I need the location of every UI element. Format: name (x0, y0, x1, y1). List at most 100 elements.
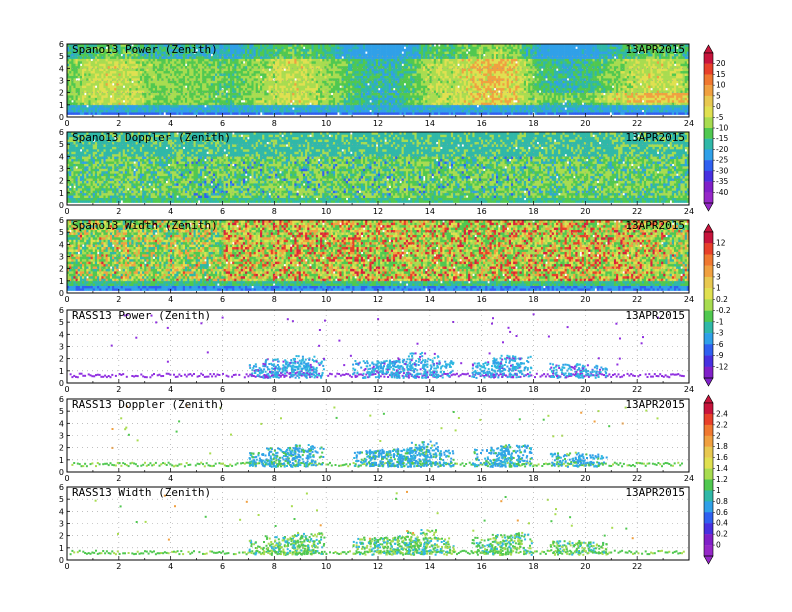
heatmap-cell (292, 87, 295, 91)
heatmap-cell (135, 97, 139, 101)
heatmap-cell (75, 63, 79, 67)
heatmap-cell (71, 65, 74, 69)
heatmap-cell (420, 51, 424, 55)
heatmap-cell (142, 82, 145, 86)
heatmap-cell (124, 68, 128, 72)
heatmap-cell (242, 95, 246, 98)
heatmap-cell (217, 99, 220, 103)
heatmap-cell (382, 61, 385, 64)
heatmap-cell (429, 51, 432, 55)
heatmap-cell (435, 63, 439, 67)
heatmap-cell (354, 99, 357, 103)
heatmap-cell (380, 58, 383, 62)
heatmap-cell (418, 82, 422, 86)
heatmap-cell (174, 51, 177, 55)
heatmap-cell (343, 90, 347, 93)
heatmap-cell (382, 78, 385, 81)
heatmap-cell (425, 90, 428, 93)
heatmap-cell (191, 109, 194, 113)
heatmap-cell (255, 107, 259, 110)
heatmap-cell (193, 95, 196, 98)
heatmap-cell (247, 107, 250, 110)
heatmap-cell (380, 90, 383, 93)
heatmap-cell (405, 102, 409, 106)
heatmap-cell (296, 104, 299, 108)
heatmap-cell (202, 44, 205, 47)
heatmap-cell (227, 58, 231, 62)
heatmap-cell (129, 95, 132, 98)
heatmap-cell (311, 102, 314, 106)
heatmap-cell (174, 99, 177, 103)
heatmap-cell (264, 53, 267, 57)
heatmap-cell (204, 63, 207, 67)
heatmap-cell (146, 99, 149, 103)
heatmap-cell (187, 73, 190, 76)
heatmap-cell (382, 51, 385, 55)
heatmap-cell (88, 87, 91, 91)
heatmap-cell (300, 80, 304, 84)
heatmap-cell (67, 97, 70, 101)
heatmap-cell (212, 107, 216, 110)
heatmap-cell (330, 56, 334, 59)
heatmap-cell (412, 90, 415, 93)
heatmap-cell (371, 63, 375, 67)
heatmap-cell (418, 46, 422, 50)
heatmap-cell (159, 92, 162, 96)
heatmap-cell (206, 87, 209, 91)
heatmap-cell (405, 109, 409, 113)
heatmap-cell (279, 73, 282, 76)
heatmap-cell (375, 92, 379, 96)
heatmap-cell (97, 65, 100, 69)
heatmap-cell (371, 112, 375, 115)
heatmap-cell (290, 65, 293, 69)
heatmap-cell (311, 70, 314, 74)
heatmap-cell (272, 107, 276, 110)
heatmap-cell (112, 70, 115, 74)
heatmap-cell (71, 112, 74, 115)
heatmap-cell (163, 104, 166, 108)
heatmap-cell (285, 65, 289, 69)
heatmap-cell (137, 85, 141, 89)
heatmap-cell (172, 63, 175, 67)
heatmap-cell (281, 51, 284, 55)
heatmap-cell (328, 70, 332, 74)
heatmap-cell (405, 73, 409, 76)
heatmap-cell (157, 80, 160, 84)
heatmap-cell (420, 102, 424, 106)
heatmap-cell (191, 73, 194, 76)
heatmap-cell (73, 90, 76, 93)
heatmap-cell (290, 63, 293, 67)
heatmap-cell (345, 97, 349, 101)
heatmap-cell (182, 63, 186, 67)
heatmap-cell (195, 102, 199, 106)
heatmap-cell (234, 109, 237, 113)
heatmap-cell (399, 73, 402, 76)
heatmap-cell (365, 63, 368, 67)
heatmap-cell (287, 48, 291, 52)
heatmap-cell (114, 107, 117, 110)
heatmap-cell (116, 112, 119, 115)
heatmap-cell (354, 70, 357, 74)
heatmap-cell (287, 46, 291, 50)
heatmap-cell (350, 56, 353, 59)
heatmap-cell (416, 85, 420, 89)
heatmap-cell (305, 70, 308, 74)
heatmap-cell (131, 65, 134, 69)
heatmap-cell (253, 102, 257, 106)
heatmap-cell (131, 92, 134, 96)
heatmap-cell (275, 92, 278, 96)
heatmap-cell (79, 102, 83, 106)
heatmap-cell (408, 68, 411, 72)
heatmap-cell (174, 75, 177, 79)
heatmap-cell (163, 73, 166, 76)
heatmap-cell (92, 53, 96, 57)
heatmap-cell (317, 102, 321, 106)
heatmap-cell (161, 99, 164, 103)
heatmap-cell (365, 56, 368, 59)
heatmap-cell (208, 82, 211, 86)
heatmap-cell (410, 46, 413, 50)
heatmap-cell (397, 107, 400, 110)
heatmap-cell (187, 99, 190, 103)
heatmap-cell (169, 80, 173, 84)
heatmap-cell (393, 63, 396, 67)
